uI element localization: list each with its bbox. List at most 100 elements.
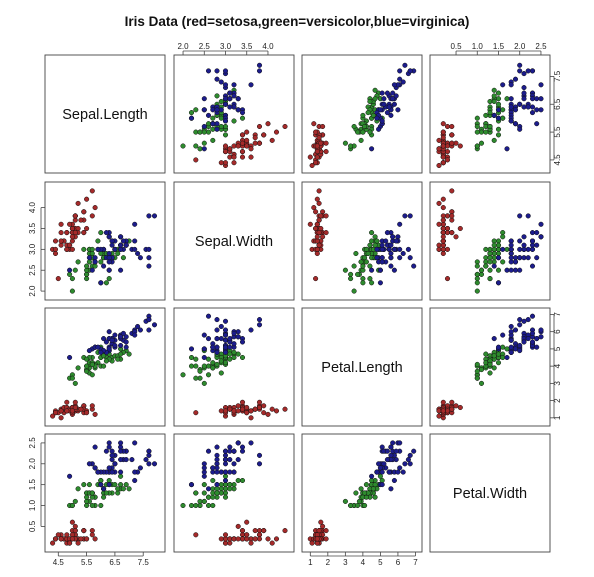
data-point-versicolor [474,271,480,277]
data-point-virginica [529,330,536,336]
data-point-versicolor [193,375,199,381]
data-point-versicolor [495,96,502,102]
data-point-virginica [95,246,101,252]
data-point-virginica [222,337,229,343]
data-point-virginica [222,82,229,88]
data-point-versicolor [495,242,502,248]
data-point-versicolor [495,360,502,366]
data-point-versicolor [483,360,489,366]
data-point-virginica [405,457,411,463]
data-point-setosa [307,154,313,160]
data-point-setosa [231,160,237,166]
data-point-virginica [504,354,510,361]
data-point-virginica [231,341,237,347]
data-point-virginica [395,234,401,240]
data-point-virginica [379,482,385,488]
data-point-setosa [75,540,81,546]
data-point-versicolor [81,246,87,252]
data-point-virginica [391,267,397,273]
data-point-versicolor [377,473,383,479]
data-point-setosa [313,209,319,215]
data-point-virginica [521,255,527,261]
data-point-virginica [525,255,531,261]
data-point-setosa [69,408,75,414]
data-point-virginica [379,246,385,252]
data-point-versicolor [348,276,354,282]
data-point-virginica [534,230,540,236]
data-point-virginica [384,448,390,454]
data-point-virginica [381,461,387,467]
data-point-setosa [323,213,329,219]
data-point-virginica [538,107,544,113]
data-point-versicolor [231,486,237,492]
data-point-versicolor [239,477,246,484]
data-point-setosa [239,140,246,146]
data-point-versicolor [201,482,207,488]
data-point-setosa [261,132,267,138]
data-point-virginica [495,115,502,121]
data-point-setosa [307,221,313,227]
data-point-virginica [214,349,220,355]
data-point-virginica [534,255,540,261]
data-point-virginica [106,440,112,446]
panel-Petal.Length-vs-Sepal.Length [44,307,166,427]
data-point-virginica [222,452,229,458]
data-point-setosa [58,408,64,414]
data-point-versicolor [500,344,506,350]
data-point-versicolor [495,238,502,244]
data-point-versicolor [491,246,497,252]
data-point-setosa [235,143,241,149]
data-point-setosa [81,209,87,215]
data-point-virginica [491,263,497,269]
data-point-setosa [436,137,442,143]
data-point-setosa [318,140,324,146]
data-point-versicolor [193,490,199,496]
data-point-virginica [534,344,540,350]
data-point-versicolor [487,259,493,265]
data-point-versicolor [495,101,502,107]
data-point-setosa [311,205,317,211]
data-point-versicolor [495,90,502,96]
data-point-setosa [323,230,329,236]
data-point-versicolor [474,288,480,294]
data-point-versicolor [491,98,497,105]
data-point-virginica [239,339,246,345]
data-point-virginica [381,101,387,107]
data-point-versicolor [218,482,224,488]
data-point-virginica [538,334,544,340]
data-point-setosa [92,205,98,211]
data-point-versicolor [491,93,497,99]
data-point-setosa [256,140,263,146]
data-point-virginica [393,93,399,99]
data-point-versicolor [495,126,502,132]
x-tick-label: 3.0 [220,42,232,51]
data-point-setosa [282,123,288,130]
data-point-virginica [517,342,523,349]
data-point-setosa [239,149,246,155]
data-point-virginica [512,121,519,127]
data-point-virginica [109,242,115,248]
data-point-setosa [72,528,78,534]
data-point-setosa [323,140,329,146]
data-point-versicolor [210,115,216,121]
data-point-virginica [222,457,229,463]
data-point-setosa [316,217,322,223]
data-point-setosa [248,146,254,152]
data-point-virginica [495,280,502,286]
data-point-versicolor [193,356,199,362]
data-point-versicolor [478,267,485,273]
data-point-virginica [411,263,417,269]
data-point-virginica [239,110,246,116]
data-point-setosa [231,536,237,542]
data-point-setosa [227,540,233,546]
data-point-virginica [214,482,220,488]
data-point-versicolor [205,129,212,135]
panel-frame [301,307,423,427]
data-point-virginica [106,482,112,488]
data-point-versicolor [205,121,212,127]
data-point-virginica [151,322,158,328]
data-point-virginica [379,90,385,96]
data-point-versicolor [355,502,361,509]
data-point-virginica [525,104,531,110]
data-point-virginica [109,469,115,475]
